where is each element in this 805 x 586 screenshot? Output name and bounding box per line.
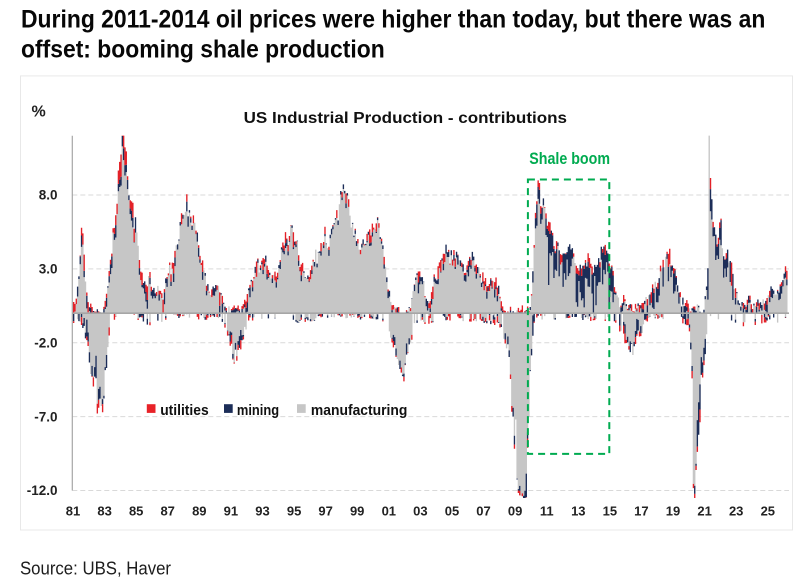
svg-text:Shale boom: Shale boom [529, 149, 610, 168]
svg-text:25: 25 [761, 504, 775, 519]
svg-text:-12.0: -12.0 [27, 483, 58, 498]
svg-text:13: 13 [571, 504, 585, 519]
svg-text:81: 81 [66, 504, 80, 519]
svg-text:15: 15 [603, 504, 617, 519]
svg-text:21: 21 [697, 504, 711, 519]
svg-text:19: 19 [666, 504, 680, 519]
svg-text:23: 23 [729, 504, 743, 519]
svg-text:11: 11 [540, 504, 554, 519]
svg-text:utilities: utilities [160, 403, 209, 419]
svg-text:09: 09 [508, 504, 522, 519]
svg-text:89: 89 [192, 504, 206, 519]
svg-text:mining: mining [237, 403, 279, 419]
svg-text:-2.0: -2.0 [34, 335, 57, 350]
svg-text:3.0: 3.0 [39, 262, 58, 277]
svg-text:07: 07 [476, 504, 490, 519]
svg-text:offset: booming shale producti: offset: booming shale production [21, 35, 385, 63]
svg-text:8.0: 8.0 [39, 188, 58, 203]
svg-text:US Industrial Production - con: US Industrial Production - contributions [244, 110, 567, 127]
svg-text:%: % [32, 104, 46, 121]
svg-text:05: 05 [445, 504, 459, 519]
svg-text:91: 91 [224, 504, 238, 519]
svg-text:Source: UBS, Haver: Source: UBS, Haver [20, 559, 171, 579]
svg-text:manufacturing: manufacturing [311, 403, 408, 419]
svg-text:01: 01 [382, 504, 396, 519]
svg-text:97: 97 [318, 504, 332, 519]
svg-text:During 2011-2014 oil prices we: During 2011-2014 oil prices were higher … [21, 6, 765, 34]
svg-text:03: 03 [413, 504, 427, 519]
svg-text:87: 87 [160, 504, 174, 519]
svg-text:95: 95 [287, 504, 301, 519]
svg-text:93: 93 [255, 504, 269, 519]
svg-text:83: 83 [97, 504, 111, 519]
svg-text:85: 85 [129, 504, 143, 519]
svg-text:17: 17 [634, 504, 648, 519]
svg-text:-7.0: -7.0 [34, 409, 57, 424]
svg-text:99: 99 [350, 504, 364, 519]
